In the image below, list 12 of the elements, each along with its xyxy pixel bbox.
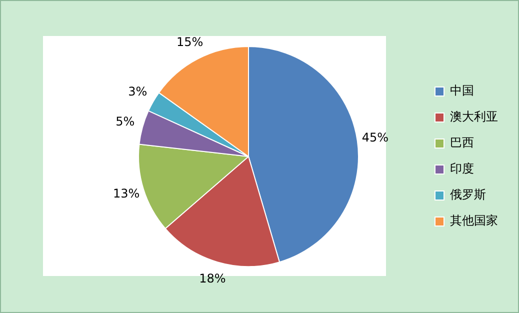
legend-label: 俄罗斯	[450, 188, 486, 202]
data-label: 15%	[176, 34, 204, 49]
legend-label: 澳大利亚	[450, 110, 498, 124]
legend-label: 巴西	[450, 136, 474, 150]
data-label: 18%	[199, 271, 226, 286]
legend-label: 印度	[450, 162, 474, 176]
legend-label: 中国	[450, 84, 474, 98]
data-label: 3%	[128, 84, 148, 99]
data-label: 13%	[112, 186, 140, 201]
legend-label: 其他国家	[450, 214, 498, 228]
data-label: 5%	[116, 114, 135, 129]
data-label: 45%	[362, 130, 389, 144]
